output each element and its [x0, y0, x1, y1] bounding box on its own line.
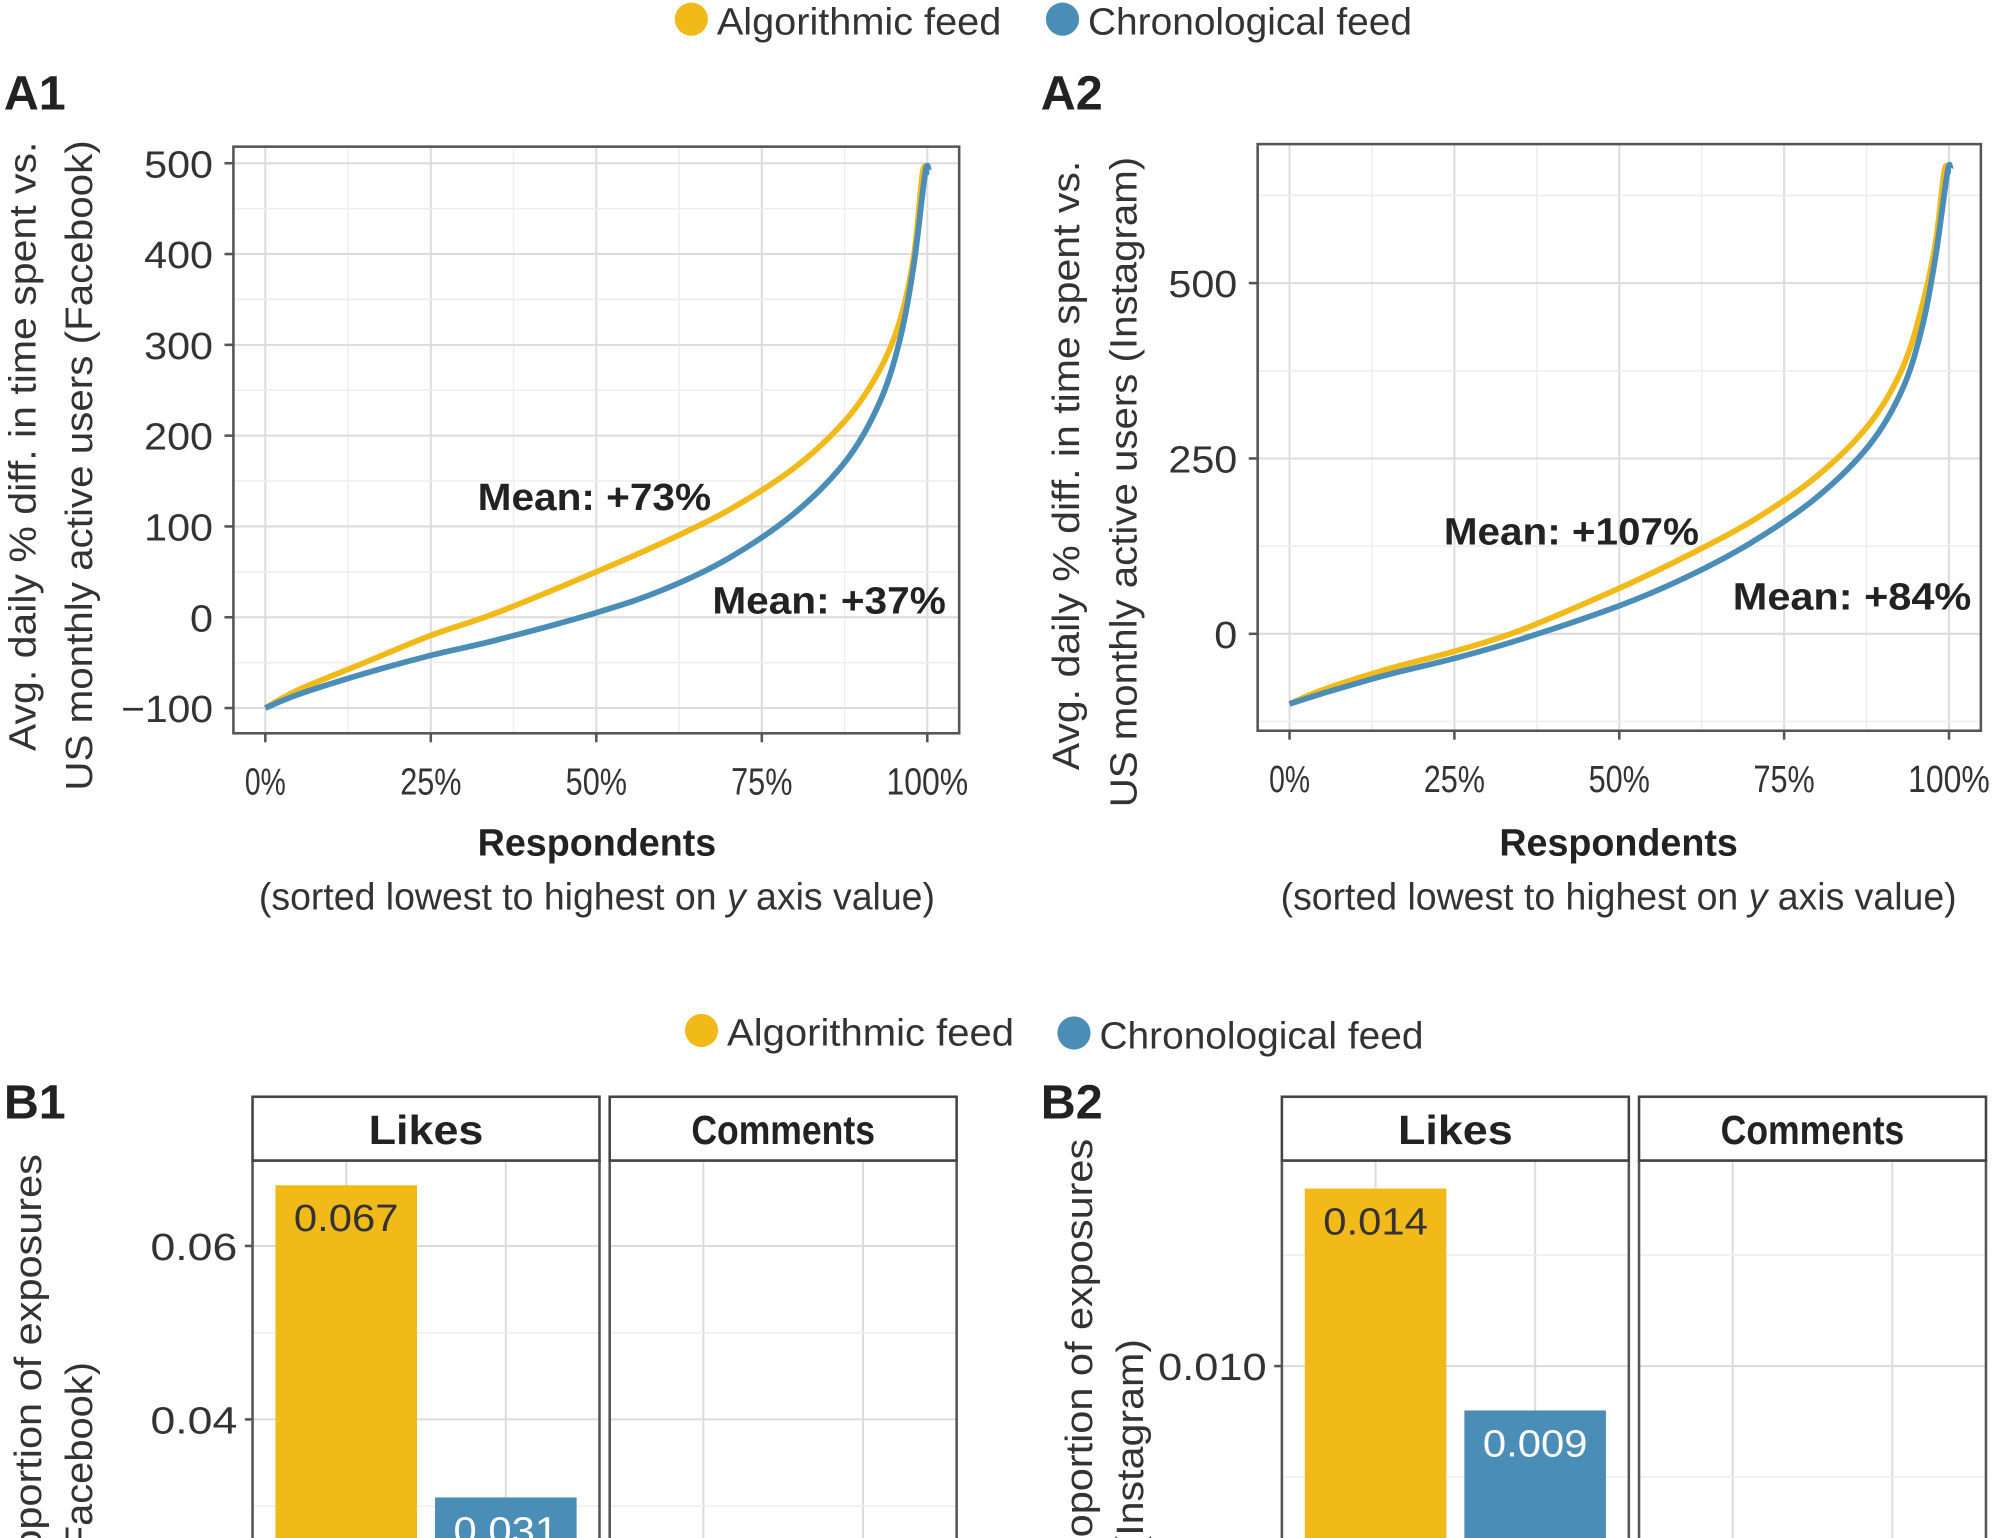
x-tick-label: 100%	[1908, 758, 1990, 801]
y-tick-label: −100	[121, 688, 213, 731]
annotation-mean-chronological-a1: Mean: +37%	[712, 579, 945, 622]
legend-chronological-label: Chronological feed	[1088, 0, 1412, 43]
facet-label-likes: Likes	[1398, 1107, 1513, 1153]
facet-strip	[1637, 1095, 1988, 1162]
x-axis-subtitle-post: axis value)	[746, 875, 935, 918]
facet-strip	[251, 1095, 601, 1162]
legend-algorithmic-label: Algorithmic feed	[727, 1012, 1014, 1055]
panel-label-b2: B2	[1041, 1075, 1103, 1129]
x-tick-label: 75%	[731, 761, 792, 804]
legend-algorithmic-swatch	[684, 1013, 719, 1048]
panel-b2: B2 0.014 0.009 Likes Comments 0.010 Proporti…	[1041, 1075, 1988, 1538]
facet-label-likes: Likes	[369, 1107, 484, 1153]
panel-a2: A2 0% 25% 50% 75% 100% 500 250 0 Mean: +107% Me…	[1041, 67, 1990, 919]
legend-algorithmic-swatch	[674, 2, 708, 36]
x-axis-subtitle-italic: y	[1746, 875, 1770, 918]
series-line-chronological	[264, 162, 933, 711]
x-axis-subtitle-a1: (sorted lowest to highest on y axis valu…	[259, 875, 935, 918]
facet-strip	[1280, 1095, 1631, 1162]
y-axis-title-b1-line1: Proportion of exposures	[7, 1154, 50, 1538]
y-axis-title-a1-line2: US monthly active users (Facebook)	[58, 140, 101, 790]
annotation-mean-algorithmic-a2: Mean: +107%	[1444, 511, 1699, 554]
x-tick-label: 75%	[1754, 758, 1815, 801]
legend-chronological-swatch	[1045, 2, 1080, 36]
legend-bottom: Algorithmic feed Chronological feed	[684, 1012, 1423, 1057]
bar-likes-algorithmic	[1304, 1188, 1447, 1538]
x-axis-subtitle-post: axis value)	[1767, 875, 1956, 918]
panel-label-b1: B1	[4, 1075, 66, 1129]
y-tick-label: 0.06	[151, 1226, 238, 1269]
y-tick-label: 500	[1168, 263, 1237, 306]
legend-algorithmic-label: Algorithmic feed	[717, 0, 1001, 43]
x-axis-subtitle-a2: (sorted lowest to highest on y axis valu…	[1281, 875, 1957, 918]
y-tick-label: 300	[144, 325, 213, 368]
facet-panel-frame	[608, 1159, 958, 1538]
bar-likes-algorithmic	[275, 1185, 418, 1538]
y-axis-title-a1-line1: Avg. daily % diff. in time spent vs.	[2, 142, 45, 752]
y-tick-label: 100	[144, 506, 213, 549]
y-axis-title-a2-line2: US monthly active users (Instagram)	[1102, 157, 1145, 807]
annotation-mean-chronological-a2: Mean: +84%	[1733, 576, 1972, 619]
bar-value-label: 0.031	[454, 1509, 559, 1538]
y-tick-label: 0.04	[151, 1399, 238, 1442]
bar-value-label: 0.014	[1323, 1200, 1428, 1243]
panel-b1: B1 0.067 0.031 Likes Comments 0.06 0.04 Propo…	[4, 1075, 958, 1538]
legend-chronological-swatch	[1057, 1016, 1091, 1050]
bar-value-label: 0.009	[1483, 1422, 1588, 1465]
x-axis-title-a2: Respondents	[1499, 822, 1738, 865]
x-tick-label: 100%	[886, 761, 968, 804]
annotation-mean-algorithmic-a1: Mean: +73%	[478, 476, 711, 519]
bar-value-label: 0.067	[294, 1197, 399, 1240]
y-tick-label: 250	[1168, 438, 1237, 481]
y-tick-label: 0	[190, 597, 213, 640]
x-axis-subtitle-italic: y	[724, 875, 748, 918]
x-tick-label: 25%	[400, 761, 461, 804]
y-axis-title-b2-line1: Proportion of exposures	[1058, 1139, 1101, 1538]
y-tick-label: 200	[144, 416, 213, 459]
bar-likes-chronological	[1464, 1410, 1606, 1538]
y-axis-title-a2-line1: Avg. daily % diff. in time spent vs.	[1045, 161, 1088, 771]
y-tick-label: 0.010	[1158, 1346, 1266, 1389]
y-tick-label: 0	[1214, 614, 1237, 657]
x-tick-label: 25%	[1424, 758, 1485, 801]
x-tick-label: 50%	[566, 761, 627, 804]
series-line-chronological	[1288, 161, 1954, 707]
facet-panel-frame	[1637, 1159, 1988, 1538]
y-tick-label: 400	[144, 234, 213, 277]
panel-label-a1: A1	[4, 67, 66, 121]
facet-strip	[608, 1095, 958, 1162]
x-tick-label: 50%	[1589, 758, 1650, 801]
facet-label-comments: Comments	[691, 1107, 875, 1153]
y-axis-title-b2-line2: (Instagram)	[1109, 1339, 1152, 1538]
y-axis-title-b1-line2: (Facebook)	[58, 1362, 101, 1538]
legend-chronological-label: Chronological feed	[1099, 1014, 1423, 1057]
bar-likes-chronological	[435, 1497, 577, 1538]
panel-label-a2: A2	[1041, 67, 1103, 121]
facet-label-comments: Comments	[1721, 1107, 1905, 1153]
x-tick-label: 0%	[245, 761, 286, 804]
x-axis-subtitle-pre: (sorted lowest to highest on	[259, 875, 727, 918]
x-axis-title-a1: Respondents	[478, 822, 717, 865]
y-tick-label: 500	[144, 143, 213, 186]
panel-a1: A1 0% 25% 50% 75% 100% 500 400 300 200 100 0 −100 M…	[2, 67, 968, 919]
x-axis-subtitle-pre: (sorted lowest to highest on	[1281, 875, 1749, 918]
x-tick-label: 0%	[1269, 758, 1310, 801]
legend-top: Algorithmic feed Chronological feed	[674, 0, 1412, 43]
